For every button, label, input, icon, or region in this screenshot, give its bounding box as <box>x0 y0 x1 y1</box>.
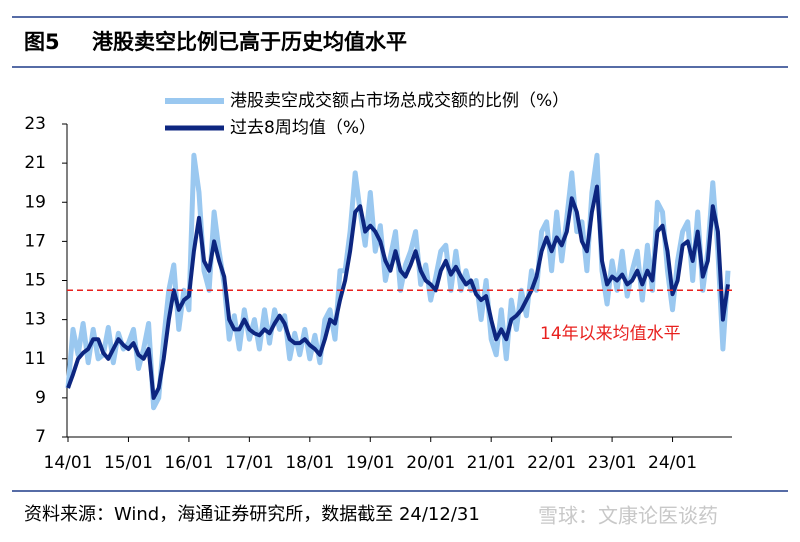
y-tick-label: 11 <box>24 349 46 369</box>
x-tick-label: 19/01 <box>346 453 395 473</box>
legend-label: 过去8周均值（%） <box>230 118 376 138</box>
x-tick-label: 22/01 <box>527 453 576 473</box>
x-tick-label: 15/01 <box>104 453 153 473</box>
watermark: 雪球：文康论医谈药 <box>538 504 718 528</box>
x-tick-label: 17/01 <box>225 453 274 473</box>
y-tick-label: 7 <box>35 427 46 447</box>
y-tick-label: 17 <box>24 231 46 251</box>
x-tick-label: 20/01 <box>406 453 455 473</box>
x-tick-label: 16/01 <box>164 453 213 473</box>
figure-number: 图5 <box>24 30 60 54</box>
x-tick-label: 24/01 <box>648 453 697 473</box>
y-tick-label: 23 <box>24 114 46 134</box>
y-tick-label: 9 <box>35 388 46 408</box>
y-tick-label: 19 <box>24 192 46 212</box>
reference-label: 14年以来均值水平 <box>540 324 681 344</box>
legend-label: 港股卖空成交额占市场总成交额的比例（%） <box>230 91 569 111</box>
series-line <box>66 184 730 400</box>
y-tick-label: 15 <box>24 271 46 291</box>
chart-title: 港股卖空比例已高于历史均值水平 <box>92 30 407 54</box>
x-tick-label: 23/01 <box>588 453 637 473</box>
y-tick-label: 13 <box>24 310 46 330</box>
source-note: 资料来源：Wind，海通证券研究所，数据截至 24/12/31 <box>24 504 480 525</box>
y-tick-label: 21 <box>24 153 46 173</box>
x-tick-label: 14/01 <box>44 453 93 473</box>
x-tick-label: 18/01 <box>285 453 334 473</box>
x-tick-label: 21/01 <box>467 453 516 473</box>
